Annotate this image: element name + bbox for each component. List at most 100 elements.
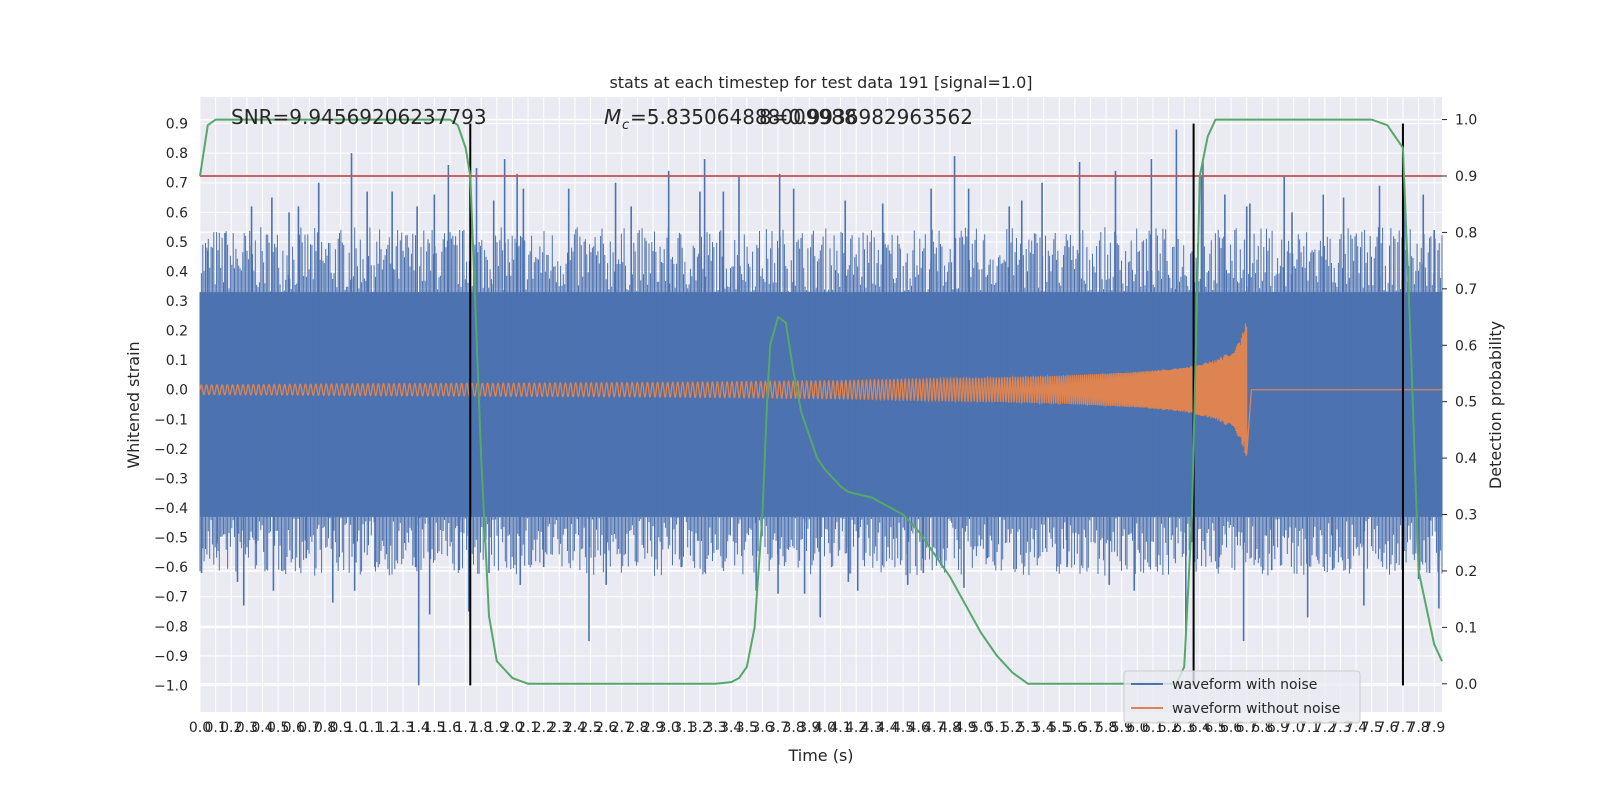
x-tick-label: 1.0 [345, 720, 367, 736]
y2-tick-label: 0.3 [1455, 508, 1477, 524]
y-tick-label: 0.3 [166, 294, 188, 310]
overlap-annotation: 8=0.9936982963562 [759, 105, 973, 129]
x-tick-label: 6.5 [1204, 720, 1226, 736]
x-tick-label: 4.9 [954, 720, 976, 736]
y2-tick-label: 0.6 [1455, 338, 1477, 354]
x-axis-label: Time (s) [787, 746, 853, 765]
y-tick-label: 0.4 [166, 264, 188, 280]
x-tick-label: 3.3 [704, 720, 726, 736]
x-tick-label: 2.4 [564, 720, 586, 736]
legend-label-clean: waveform without noise [1172, 701, 1340, 717]
x-tick-label: 7.3 [1329, 720, 1351, 736]
x-tick-label: 5.4 [1032, 720, 1054, 736]
x-tick-label: 1.1 [361, 720, 383, 736]
overlay-layer [199, 118, 1443, 686]
y-tick-label: −0.9 [154, 649, 188, 665]
x-tick-label: 1.2 [376, 720, 398, 736]
x-tick-label: 5.9 [1111, 720, 1133, 736]
x-tick-label: 7.0 [1282, 720, 1304, 736]
chirp-mass-annotation: =5.835064888009988 [630, 105, 857, 129]
x-tick-label: 5.3 [1017, 720, 1039, 736]
y2-tick-label: 1.0 [1455, 113, 1477, 129]
x-tick-label: 4.0 [814, 720, 836, 736]
y2-tick-label: 0.5 [1455, 395, 1477, 411]
y-tick-label: −0.2 [154, 442, 188, 458]
x-tick-label: 6.3 [1173, 720, 1195, 736]
x-tick-label: 4.3 [861, 720, 883, 736]
series-layer [199, 129, 1443, 686]
x-tick-label: 3.0 [658, 720, 680, 736]
y-tick-label: 0.6 [166, 205, 188, 221]
x-tick-label: 6.7 [1236, 720, 1258, 736]
y-tick-label: −0.5 [154, 531, 188, 547]
x-tick-label: 1.5 [423, 720, 445, 736]
x-tick-label: 4.2 [845, 720, 867, 736]
x-tick-label: 6.1 [1142, 720, 1164, 736]
x-tick-label: 1.8 [470, 720, 492, 736]
x-tick-label: 3.6 [751, 720, 773, 736]
x-tick-label: 1.3 [392, 720, 414, 736]
x-tick-label: 4.4 [876, 720, 898, 736]
clean-waveform-line [199, 323, 1442, 457]
x-tick-label: 3.4 [720, 720, 742, 736]
x-tick-label: 0.0 [189, 720, 211, 736]
y-axis-label: Whitened strain [124, 341, 143, 468]
x-tick-label: 4.7 [923, 720, 945, 736]
y2-tick-label: 0.7 [1455, 282, 1477, 298]
chirp-mass-symbol: M [604, 105, 621, 129]
x-tick-label: 7.7 [1392, 720, 1414, 736]
x-tick-label: 6.6 [1220, 720, 1242, 736]
y-tick-label: 0.7 [166, 176, 188, 192]
x-tick-label: 1.4 [408, 720, 430, 736]
x-tick-label: 5.8 [1095, 720, 1117, 736]
x-tick-label: 7.1 [1298, 720, 1320, 736]
x-tick-label: 3.5 [736, 720, 758, 736]
x-tick-label: 5.1 [986, 720, 1008, 736]
y2-tick-label: 0.8 [1455, 225, 1477, 241]
x-tick-label: 0.7 [298, 720, 320, 736]
y-tick-label: −0.8 [154, 619, 188, 635]
y-tick-label: 0.2 [166, 324, 188, 340]
x-tick-label: 5.5 [1048, 720, 1070, 736]
x-tick-label: 3.7 [767, 720, 789, 736]
x-tick-label: 0.8 [314, 720, 336, 736]
x-tick-label: 0.6 [283, 720, 305, 736]
x-tick-label: 5.6 [1064, 720, 1086, 736]
x-tick-label: 6.2 [1157, 720, 1179, 736]
x-tick-label: 0.2 [220, 720, 242, 736]
x-tick-label: 7.8 [1407, 720, 1429, 736]
x-tick-label: 2.0 [501, 720, 523, 736]
y-tick-label: −1.0 [154, 678, 188, 694]
y-tick-label: −0.3 [154, 471, 188, 487]
detection-probability-line [199, 118, 1443, 685]
x-tick-label: 4.8 [939, 720, 961, 736]
x-tick-label: 0.9 [329, 720, 351, 736]
x-tick-label: 7.9 [1423, 720, 1445, 736]
x-tick-label: 6.0 [1126, 720, 1148, 736]
x-tick-label: 2.7 [611, 720, 633, 736]
x-tick-label: 7.2 [1314, 720, 1336, 736]
y-tick-label: 0.5 [166, 235, 188, 251]
y2-axis-label: Detection probability [1486, 321, 1505, 489]
x-tick-label: 2.5 [579, 720, 601, 736]
x-tick-label: 0.4 [251, 720, 273, 736]
x-tick-label: 2.1 [517, 720, 539, 736]
x-tick-label: 5.7 [1079, 720, 1101, 736]
x-tick-label: 6.9 [1267, 720, 1289, 736]
chart-title: stats at each timestep for test data 191… [609, 73, 1032, 92]
x-tick-label: 2.8 [626, 720, 648, 736]
x-tick-label: 6.4 [1189, 720, 1211, 736]
x-tick-label: 2.6 [595, 720, 617, 736]
x-tick-label: 4.5 [892, 720, 914, 736]
y-tick-label: −0.4 [154, 501, 188, 517]
x-tick-label: 1.6 [439, 720, 461, 736]
y-tick-label: −0.7 [154, 590, 188, 606]
x-tick-label: 4.6 [908, 720, 930, 736]
x-tick-label: 0.1 [204, 720, 226, 736]
legend-box [1123, 670, 1361, 724]
x-tick-label: 7.4 [1345, 720, 1367, 736]
y-tick-label: −0.6 [154, 560, 188, 576]
y-tick-label: 0.8 [166, 146, 188, 162]
